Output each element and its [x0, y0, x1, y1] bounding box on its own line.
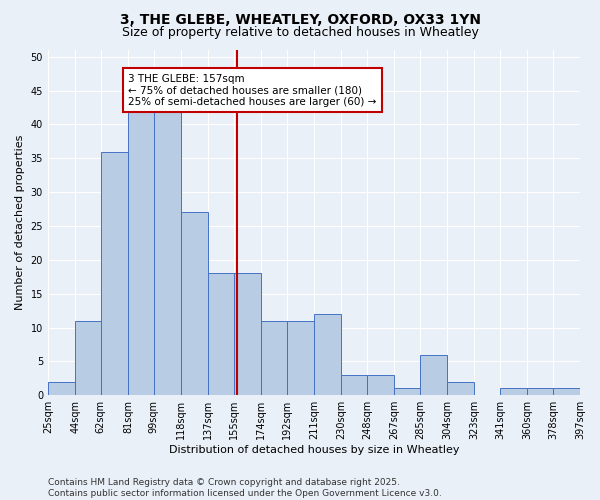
X-axis label: Distribution of detached houses by size in Wheatley: Distribution of detached houses by size … [169, 445, 459, 455]
Bar [314, 314, 341, 395]
Bar [394, 388, 420, 395]
Text: Size of property relative to detached houses in Wheatley: Size of property relative to detached ho… [122, 26, 478, 39]
Bar [287, 321, 314, 395]
Text: 3 THE GLEBE: 157sqm
← 75% of detached houses are smaller (180)
25% of semi-detac: 3 THE GLEBE: 157sqm ← 75% of detached ho… [128, 74, 376, 107]
Bar [527, 388, 553, 395]
Bar [261, 321, 287, 395]
Bar [447, 382, 474, 395]
Text: 3, THE GLEBE, WHEATLEY, OXFORD, OX33 1YN: 3, THE GLEBE, WHEATLEY, OXFORD, OX33 1YN [119, 12, 481, 26]
Bar [234, 274, 261, 395]
Bar [208, 274, 234, 395]
Bar [75, 321, 101, 395]
Bar [154, 111, 181, 395]
Bar [128, 111, 154, 395]
Bar [48, 382, 75, 395]
Text: Contains HM Land Registry data © Crown copyright and database right 2025.
Contai: Contains HM Land Registry data © Crown c… [48, 478, 442, 498]
Bar [367, 375, 394, 395]
Bar [500, 388, 527, 395]
Bar [553, 388, 580, 395]
Y-axis label: Number of detached properties: Number of detached properties [15, 135, 25, 310]
Bar [101, 152, 128, 395]
Bar [341, 375, 367, 395]
Bar [181, 212, 208, 395]
Bar [420, 354, 447, 395]
